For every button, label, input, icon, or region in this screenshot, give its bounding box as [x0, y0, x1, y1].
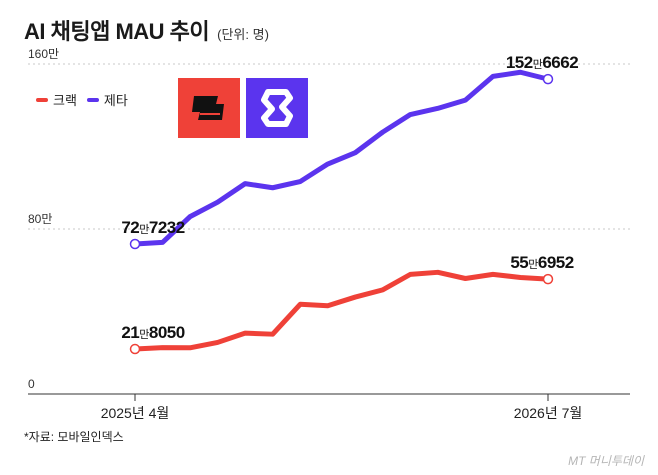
- legend-item-crack: 크랙: [36, 90, 77, 109]
- y-tick-label-1: 80만: [28, 212, 52, 226]
- legend-swatch-zeta: [86, 97, 99, 102]
- crack-logo-icon: [192, 96, 224, 120]
- series-1-start-label: 21만8050: [121, 323, 184, 342]
- series-0-start-label: 72만7232: [121, 218, 184, 237]
- watermark: MT 머니투데이: [568, 454, 644, 468]
- series-0-end-label: 152만6662: [506, 53, 578, 72]
- series-0-start-point: [129, 238, 141, 250]
- legend-swatch-crack: [36, 97, 48, 102]
- series-1-end-label: 55만6952: [510, 253, 573, 272]
- legend: 크랙 제타: [36, 90, 128, 109]
- title-block: AI 채팅앱 MAU 추이 (단위: 명): [24, 14, 269, 46]
- legend-item-zeta: 제타: [86, 90, 128, 109]
- zeta-logo: [246, 78, 308, 138]
- series-1-start-point: [129, 343, 141, 355]
- x-tick-label-1: 2026년 7월: [514, 405, 583, 421]
- y-tick-label-0: 0: [28, 377, 35, 391]
- x-tick-label-0: 2025년 4월: [101, 405, 170, 421]
- series-0-end-point: [542, 73, 554, 85]
- source-note: *자료: 모바일인덱스: [24, 430, 124, 444]
- unit-label: (단위: 명): [217, 27, 269, 42]
- legend-label-crack: 크랙: [53, 93, 77, 108]
- series-line-1: [132, 269, 551, 352]
- chart-title: AI 채팅앱 MAU 추이: [24, 19, 210, 44]
- crack-logo: [178, 78, 240, 138]
- series-1-end-point: [542, 273, 554, 285]
- legend-label-zeta: 제타: [103, 93, 128, 108]
- y-tick-label-2: 160만: [28, 47, 59, 61]
- zeta-logo-icon: [261, 89, 293, 127]
